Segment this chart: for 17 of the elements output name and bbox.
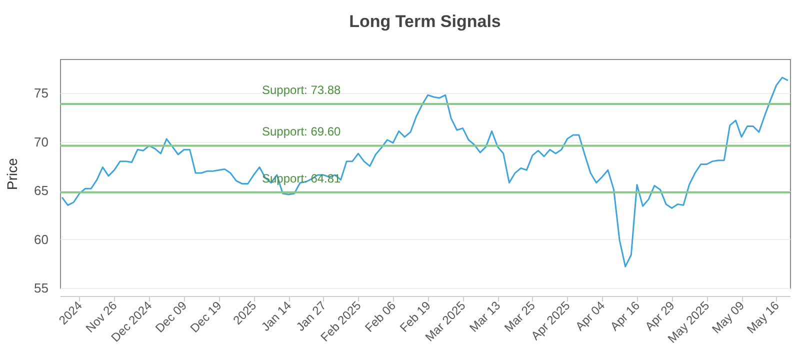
y-tick-label: 75 (34, 86, 48, 101)
y-axis-title: Price (4, 158, 20, 190)
line-series (61, 76, 789, 268)
x-tick-label: Feb 06 (362, 298, 399, 335)
y-tick-label: 55 (34, 280, 48, 296)
chart-title: Long Term Signals (349, 12, 501, 31)
y-tick-label: 65 (34, 183, 48, 198)
x-tick-label: Apr 04 (572, 298, 608, 334)
x-tick-label: Jan 14 (258, 298, 294, 334)
ref-line-label: Support: 73.88 (262, 83, 342, 98)
y-tick-label: 60 (34, 232, 48, 247)
x-tick-label: Dec 09 (152, 298, 190, 336)
ref-line-label: Support: 69.60 (262, 124, 342, 139)
x-tick-label: Mar 13 (466, 298, 504, 335)
x-tick-label: Dec 19 (187, 298, 225, 336)
y-tick-label: 70 (34, 134, 48, 150)
x-tick-label: Apr 16 (608, 298, 643, 334)
